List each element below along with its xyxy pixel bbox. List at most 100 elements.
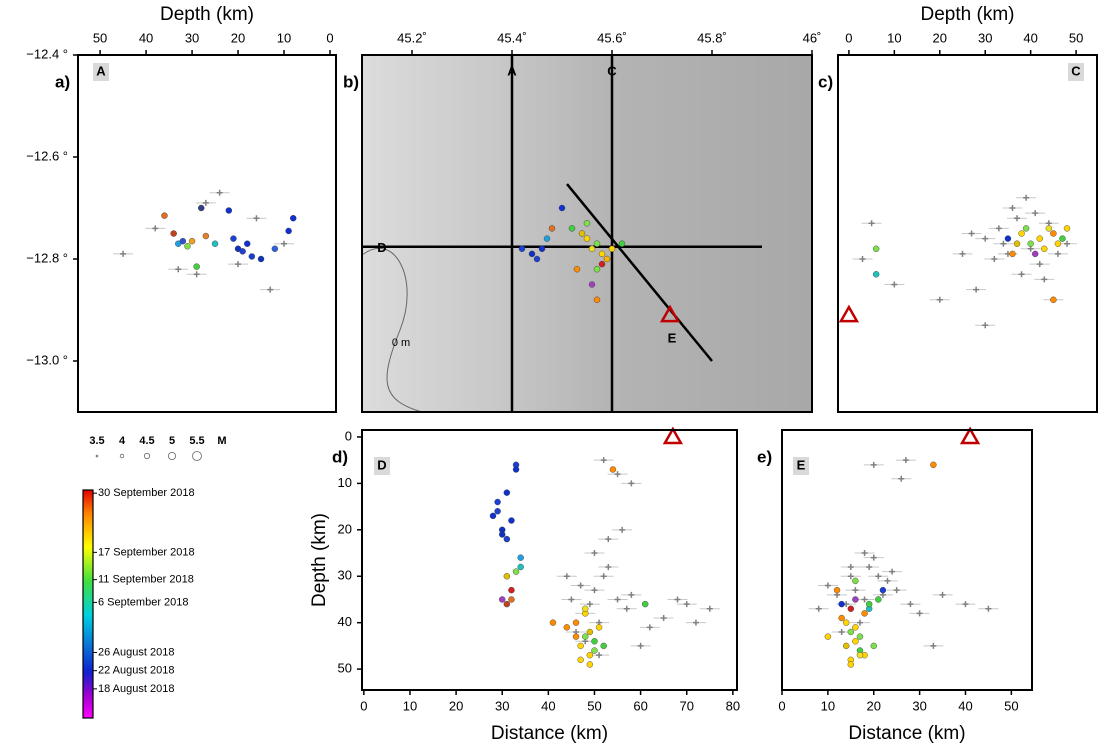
cloud-point [995,225,1002,232]
cloud-point [646,624,653,631]
event [503,535,511,543]
cloud-point [591,587,598,594]
event [586,661,594,668]
cloud-point [875,573,882,580]
panel-border [781,429,1033,691]
event [598,250,606,258]
cloud-point [884,577,891,584]
event [852,596,859,603]
x-tick-label: 0 [845,30,852,45]
cloud-point [815,605,822,612]
event [558,204,566,212]
event [508,517,515,524]
profile-label: E [668,330,677,345]
cloud-point [120,250,127,257]
cloud-point [847,563,854,570]
size-legend-label: 4.5 [139,435,154,447]
size-legend-label: 4 [119,435,126,447]
y-axis-title: Depth (km) [309,513,330,607]
cloud-point [577,582,584,589]
cloud-point [591,550,598,557]
size-legend-mark [119,453,125,459]
section-box [374,457,390,475]
cloud-point [868,220,875,227]
cloud-point [660,615,667,622]
colorbar-label: 11 September 2018 [98,574,194,586]
x-axis-title: Depth (km) [921,4,1015,25]
event [838,600,845,608]
cloud-point [202,199,209,206]
event [852,577,859,585]
cloud-point [936,296,943,303]
event [538,245,546,253]
y-tick-label: −12.4 ° [26,46,68,61]
x-tick-label: 50 [93,30,107,45]
cloud-point [861,550,868,557]
colorbar-label: 26 August 2018 [98,646,174,658]
x-tick-label: 0 [360,698,367,713]
x-tick-label: 30 [912,698,926,713]
relief-map [362,55,812,412]
cloud-point [175,266,182,273]
panel-border [361,429,738,691]
event [528,250,536,258]
event [1063,225,1071,232]
colorbar [82,489,94,719]
x-tick-label: 10 [887,30,901,45]
profile-label: D [377,240,386,255]
cloud-point [916,610,923,617]
event [609,466,617,473]
cloud-point [982,322,989,329]
cloud-point [605,563,612,570]
event [861,610,868,617]
panel-label: e) [757,447,772,466]
size-legend-label: 5 [169,435,175,447]
x-tick-label: 0 [326,30,333,45]
y-tick-label: 0 [345,428,352,443]
x-tick-label: 45.2˚ [397,30,427,45]
event [184,243,191,250]
event [856,633,864,640]
section-label: D [377,457,386,472]
event [595,624,603,631]
panel-label: b) [343,72,359,91]
event [1045,225,1053,232]
y-tick-label: 10 [338,475,352,490]
event [198,204,205,212]
event [930,461,937,469]
cloud-point [235,261,242,268]
cloud-point [605,536,612,543]
cloud-point [930,642,937,649]
cloud-point [619,526,626,533]
x-tick-label: 45.4˚ [497,30,527,45]
cloud-point [1018,271,1025,278]
profile-line [566,183,713,362]
cloud-point [991,256,998,262]
cloud-point [1000,240,1007,247]
event [598,260,606,268]
colorbar-label: 17 September 2018 [98,546,195,558]
event [503,573,511,580]
panel-border [361,54,813,413]
cloud-point [861,596,868,603]
x-tick-label: 40 [1023,30,1037,45]
event [248,253,256,260]
y-tick-label: 20 [338,521,352,536]
event [824,633,832,640]
panel-label: c) [818,72,833,91]
y-tick-label: 40 [338,614,352,629]
event [1013,240,1021,247]
event [572,619,580,626]
event [170,230,177,237]
event [549,619,557,626]
x-tick-label: 80 [726,698,740,713]
cloud-point [1054,250,1061,257]
cloud-point [898,475,905,482]
cloud-point [1041,276,1048,283]
section-box [793,457,809,475]
x-tick-label: 40 [139,30,153,45]
cloud-point [706,605,713,612]
section-box [1068,63,1084,81]
x-tick-label: 70 [679,698,693,713]
